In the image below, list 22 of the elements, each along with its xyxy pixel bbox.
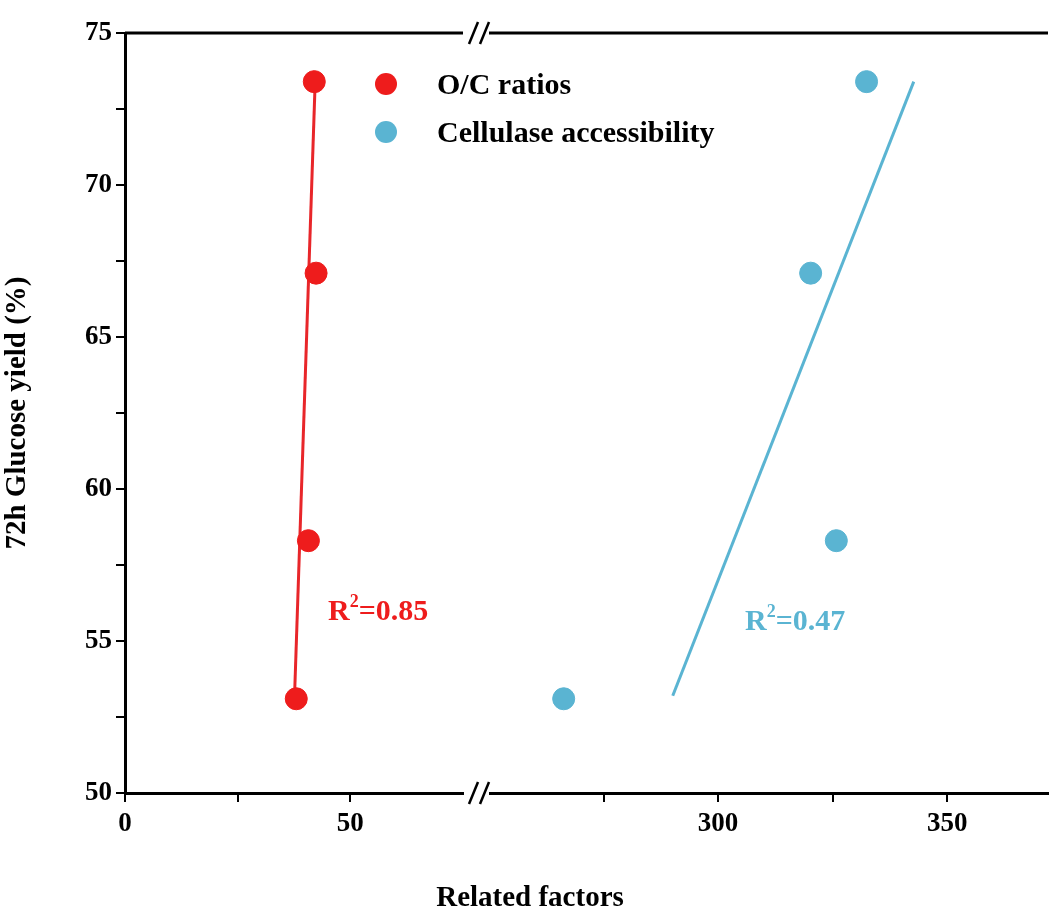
y-tick-label: 65 [85, 319, 112, 350]
point [799, 261, 823, 285]
legend-label: O/C ratios [437, 67, 572, 101]
y-tick-label: 50 [85, 775, 112, 806]
y-tick-label: 75 [85, 15, 112, 46]
y-tick-label: 70 [85, 167, 112, 198]
x-tick-label: 300 [697, 807, 739, 838]
point [552, 687, 576, 711]
y-axis-title: 72h Glucose yield (%) [0, 276, 32, 550]
point [296, 529, 320, 553]
point [855, 70, 879, 94]
x-tick-label: 0 [118, 807, 132, 838]
x-axis-title: Related factors [435, 880, 625, 913]
point [304, 261, 328, 285]
point [824, 529, 848, 553]
point [284, 687, 308, 711]
legend-label: Cellulase accessibility [437, 115, 715, 149]
point [302, 70, 326, 94]
x-tick-label: 50 [336, 807, 364, 838]
y-tick-label: 60 [85, 471, 112, 502]
y-tick-label: 55 [85, 623, 112, 654]
x-tick-label: 350 [926, 807, 968, 838]
